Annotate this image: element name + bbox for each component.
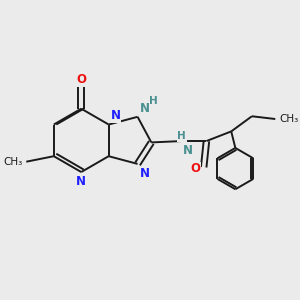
Text: O: O — [76, 73, 86, 86]
Text: N: N — [140, 102, 150, 115]
Text: N: N — [140, 167, 150, 180]
Text: O: O — [190, 162, 200, 175]
Text: N: N — [183, 144, 193, 157]
Text: N: N — [76, 175, 86, 188]
Text: N: N — [111, 109, 121, 122]
Text: H: H — [177, 131, 186, 141]
Text: H: H — [149, 96, 158, 106]
Text: CH₃: CH₃ — [279, 114, 299, 124]
Text: CH₃: CH₃ — [3, 157, 22, 167]
